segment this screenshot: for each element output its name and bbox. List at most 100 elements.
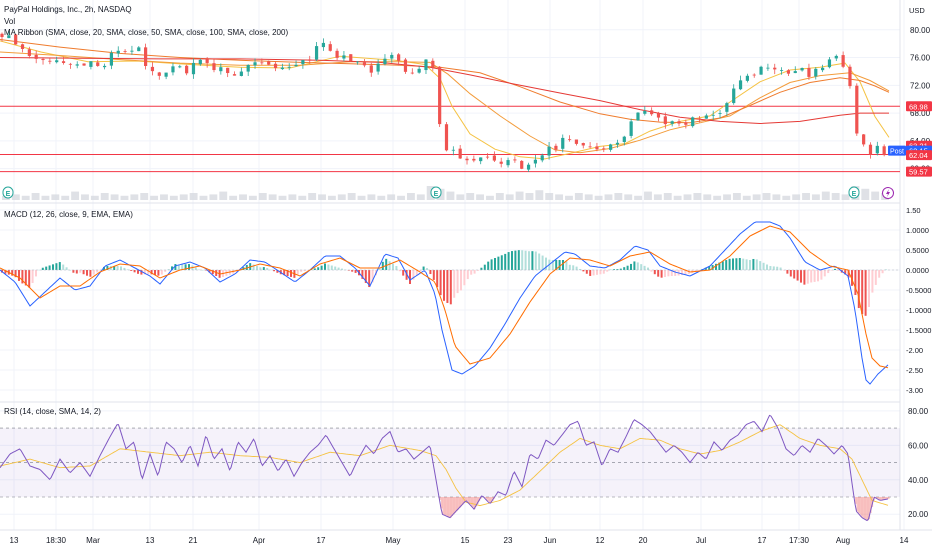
macd-hist-bar [497,257,499,270]
macd-hist-bar [538,254,540,270]
post-badge[interactable]: Post [888,146,906,156]
volume-bar [802,193,810,200]
macd-hist-bar [521,250,523,270]
volume-bar [822,192,830,200]
rsi-oversold-fill [444,497,446,515]
volume-bar [684,194,692,200]
volume-bar [871,192,879,200]
candle-body [137,47,140,51]
volume-bar [466,193,474,200]
macd-hist-bar [35,270,37,276]
volume-bar [486,196,494,200]
macd-hist-bar [589,270,591,276]
candle-body [315,46,318,59]
macd-hist-bar [637,262,639,270]
volume-bar [476,194,484,200]
earnings-marker-2[interactable]: E [849,187,859,198]
time-tick-label: 13 [146,536,155,545]
macd-hist-bar [501,255,503,270]
volume-bar [614,193,622,200]
rsi-oversold-fill [449,497,451,517]
macd-hist-bar [865,270,867,316]
earnings-marker-1[interactable]: E [431,187,441,198]
volume-bar [101,193,109,200]
candle-body [253,62,256,65]
macd-hist-bar [32,270,34,283]
candle-body [821,68,824,70]
macd-hist-bar [86,270,88,276]
volume-bar [111,194,119,200]
rsi-tick-label: 60.00 [908,441,929,450]
macd-hist-bar [623,267,625,270]
candle [144,44,147,70]
lightning-marker[interactable] [883,188,894,199]
volume-bar [61,196,69,200]
ma-ribbon-legend[interactable]: MA Ribbon (SMA, close, 20, SMA, close, 5… [4,28,288,37]
volume-legend[interactable]: Vol [4,17,15,26]
volume-bar [842,194,850,200]
volume-bar [417,194,425,200]
macd-hist-bar [321,266,323,270]
time-tick-label: Jun [544,536,557,545]
currency-label[interactable]: USD [909,6,925,15]
volume-bar [456,194,464,200]
macd-hist-bar [674,270,676,276]
candle-body [206,59,209,63]
time-tick-label: 12 [596,536,605,545]
time-tick-label: Jul [696,536,706,545]
candle-body [390,55,393,59]
candle-body [691,117,694,126]
volume-bar [723,194,731,200]
macd-hist-bar [786,270,788,274]
candle-body [335,51,338,58]
candle-body [506,160,509,165]
price-label-3[interactable]: 62.04 [906,150,932,160]
macd-hist-bar [96,270,98,272]
volume-bar [703,194,711,200]
candle [349,54,352,62]
volume-bar [792,194,800,200]
macd-hist-bar [800,270,802,283]
macd-hist-bar [732,258,734,270]
candle-body [260,62,263,63]
macd-tick-label: -1.0000 [906,306,931,315]
macd-tick-label: 0.5000 [906,246,929,255]
price-tick-label: 76.00 [910,54,931,63]
candle-body [650,110,653,114]
time-tick-label: 13 [10,536,19,545]
candle-body [69,64,72,65]
candle-body [212,63,215,70]
candle-body [459,149,462,159]
candle-body [773,68,776,70]
macd-hist-bar [188,264,190,270]
candle-body [561,138,564,149]
volume-bar [743,196,751,200]
rsi-oversold-fill [467,497,469,501]
candle-body [801,68,804,70]
macd-hist-bar [446,270,448,303]
macd-hist-bar [562,260,564,270]
macd-hist-bar [657,270,659,277]
macd-hist-bar [749,260,751,270]
candle-body [82,64,85,66]
macd-legend[interactable]: MACD (12, 26, close, 9, EMA, EMA) [4,210,133,219]
candle-body [766,68,769,69]
volume-bar [605,194,613,200]
macd-hist-bar [423,267,425,270]
candle [855,83,858,136]
candle-body [759,67,762,75]
rsi-legend[interactable]: RSI (14, close, SMA, 14, 2) [4,407,101,416]
candle-body [356,62,359,63]
price-label-0[interactable]: 68.98 [906,101,932,111]
earnings-marker-0[interactable]: E [3,187,13,198]
macd-hist-bar [72,270,74,273]
candle-body [165,73,168,77]
rsi-oversold-fill [453,497,455,514]
volume-bar [229,196,237,200]
price-label-4[interactable]: 59.57 [906,167,932,177]
candle-body [110,53,113,66]
candle-body [739,80,742,89]
volume-bar [496,193,504,200]
macd-hist-bar [807,270,809,284]
